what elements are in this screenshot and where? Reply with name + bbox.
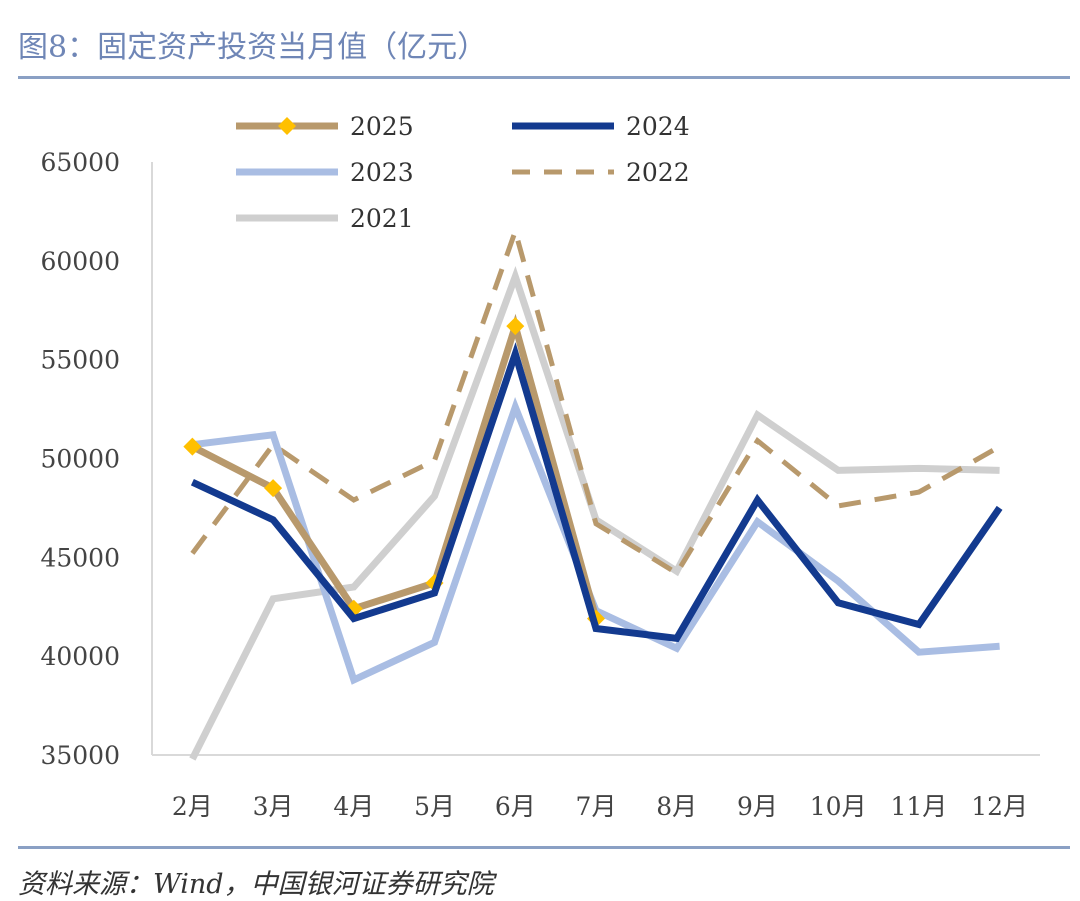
- series-line-2024: [190, 342, 1003, 643]
- y-tick-label: 50000: [40, 445, 120, 474]
- bottom-divider: [18, 846, 1070, 849]
- x-tick-label: 6月: [495, 792, 536, 821]
- y-tick-label: 45000: [40, 543, 120, 572]
- x-tick-label: 7月: [576, 792, 617, 821]
- x-tick-label: 8月: [656, 792, 697, 821]
- point-marker-2025: [264, 479, 283, 498]
- legend-label-2025: 2025: [350, 112, 414, 141]
- y-tick-label: 35000: [40, 741, 120, 770]
- y-tick-label: 60000: [40, 247, 120, 276]
- legend: 2025 2024 2023 2022 2021: [236, 112, 690, 233]
- series-line-2025: [190, 313, 600, 620]
- axes: 35000 40000 45000 50000 55000 60000 65000 2月 3月 4…: [40, 148, 1040, 821]
- series-line-2021: [189, 266, 1000, 761]
- x-tick-label: 3月: [253, 792, 294, 821]
- y-tick-label: 65000: [40, 148, 120, 177]
- point-marker-2025: [183, 437, 202, 456]
- legend-label-2021: 2021: [350, 204, 414, 233]
- legend-label-2022: 2022: [626, 158, 690, 187]
- legend-label-2024: 2024: [626, 112, 690, 141]
- x-tick-label: 10月: [810, 792, 867, 821]
- series-group: [183, 222, 1003, 761]
- x-tick-label: 9月: [737, 792, 778, 821]
- x-tick-label: 11月: [891, 792, 948, 821]
- source-note: 资料来源：Wind，中国银河证券研究院: [18, 869, 494, 900]
- x-tick-label: 12月: [971, 792, 1028, 821]
- series-line-2022: [190, 222, 1001, 577]
- chart-title: 图8：固定资产投资当月值（亿元）: [18, 30, 488, 65]
- legend-label-2023: 2023: [350, 158, 414, 187]
- x-tick-label: 5月: [414, 792, 455, 821]
- x-tick-label: 4月: [333, 792, 374, 821]
- y-tick-label: 55000: [40, 346, 120, 375]
- top-divider: [18, 76, 1070, 79]
- legend-marker-2025: [278, 117, 296, 135]
- x-tick-label: 2月: [172, 792, 213, 821]
- y-tick-label: 40000: [40, 642, 120, 671]
- point-marker-2025: [506, 317, 525, 336]
